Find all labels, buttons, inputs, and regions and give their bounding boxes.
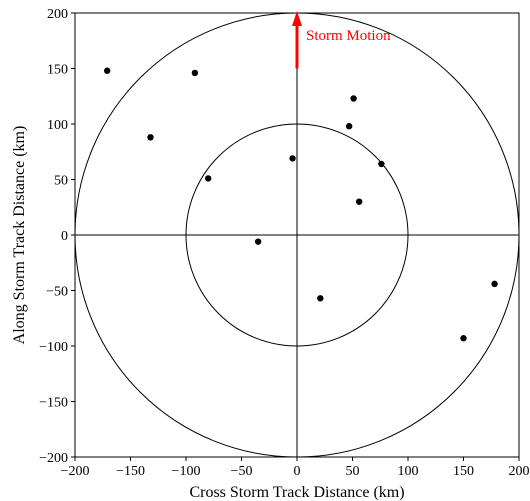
data-point: [147, 134, 154, 141]
x-tick-label: −150: [116, 464, 145, 479]
x-tick-label: 100: [398, 464, 419, 479]
data-point: [350, 95, 357, 102]
data-point: [345, 123, 353, 130]
data-point: [103, 67, 111, 74]
data-point: [205, 175, 212, 182]
data-point: [460, 335, 467, 342]
data-point: [191, 69, 199, 77]
x-tick-label: 200: [509, 464, 530, 479]
storm-motion-label: Storm Motion: [306, 28, 391, 44]
x-tick-label: 0: [294, 464, 301, 479]
x-tick-label: −50: [231, 464, 253, 479]
x-tick-label: 150: [453, 464, 474, 479]
y-tick-label: −50: [46, 285, 68, 300]
storm-motion-arrowhead: [292, 11, 302, 26]
y-tick-label: 0: [61, 229, 68, 244]
data-point: [355, 198, 363, 205]
y-tick-label: 200: [47, 7, 68, 22]
y-axis-label: Along Storm Track Distance (km): [11, 126, 28, 345]
axis-crosshair: [75, 13, 519, 457]
data-point: [317, 295, 324, 302]
y-tick-label: 150: [47, 63, 68, 78]
y-axis-ticks: −200 −150 −100 −50 0 50 100 150 200: [39, 7, 75, 466]
y-tick-label: −200: [39, 451, 68, 466]
x-tick-label: −200: [61, 464, 90, 479]
x-tick-label: −100: [172, 464, 201, 479]
data-points: [103, 67, 498, 342]
x-tick-label: 50: [346, 464, 360, 479]
data-point: [491, 280, 498, 288]
y-tick-label: 50: [54, 174, 68, 189]
y-tick-label: 100: [47, 118, 68, 133]
x-axis-ticks: −200 −150 −100 −50 0 50 100 150 200: [61, 457, 530, 479]
data-point: [254, 238, 262, 245]
storm-motion-annotation: Storm Motion: [292, 11, 391, 69]
x-axis-label: Cross Storm Track Distance (km): [189, 484, 404, 501]
data-point: [378, 160, 385, 168]
data-point: [289, 155, 296, 162]
y-tick-label: −100: [39, 340, 68, 355]
y-tick-label: −150: [39, 396, 68, 411]
